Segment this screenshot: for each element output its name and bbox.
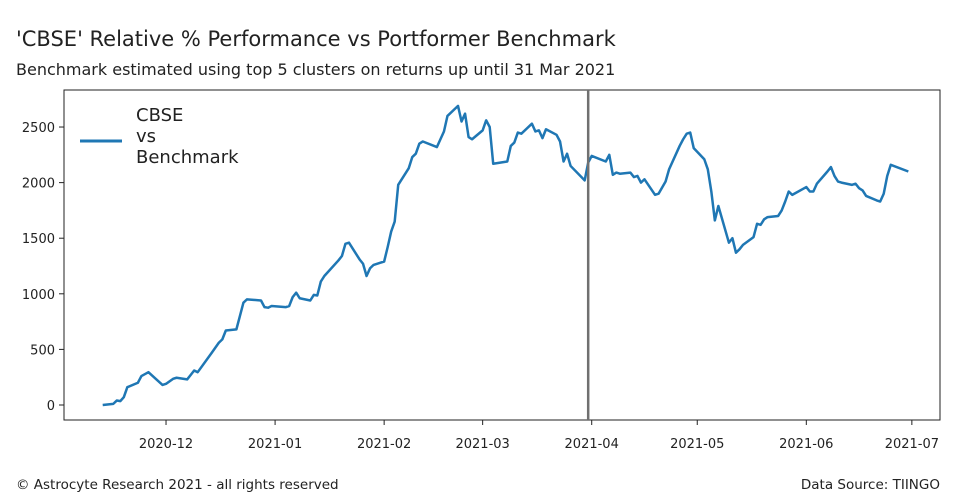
y-tick-label: 2500 xyxy=(22,121,55,136)
footer-right: Data Source: TIINGO xyxy=(801,477,940,493)
footer-left: © Astrocyte Research 2021 - all rights r… xyxy=(16,477,339,493)
chart-subtitle: Benchmark estimated using top 5 clusters… xyxy=(16,60,615,79)
x-tick-label: 2020-12 xyxy=(139,437,193,452)
x-tick-label: 2021-05 xyxy=(670,437,724,452)
x-tick-label: 2021-02 xyxy=(357,437,411,452)
y-tick-label: 1000 xyxy=(22,288,55,303)
x-tick-label: 2021-06 xyxy=(779,437,833,452)
x-tick-label: 2021-01 xyxy=(248,437,302,452)
x-tick-label: 2021-03 xyxy=(455,437,509,452)
y-tick-label: 0 xyxy=(47,399,55,414)
y-tick-label: 500 xyxy=(30,343,55,358)
series-line xyxy=(102,104,909,407)
chart-title: 'CBSE' Relative % Performance vs Portfor… xyxy=(16,27,617,51)
y-tick-label: 2000 xyxy=(22,177,55,192)
x-tick-label: 2021-04 xyxy=(565,437,619,452)
x-tick-label: 2021-07 xyxy=(885,437,939,452)
legend-label: CBSE vs Benchmark xyxy=(136,105,239,168)
y-tick-label: 1500 xyxy=(22,232,55,247)
plot-frame xyxy=(63,89,941,421)
